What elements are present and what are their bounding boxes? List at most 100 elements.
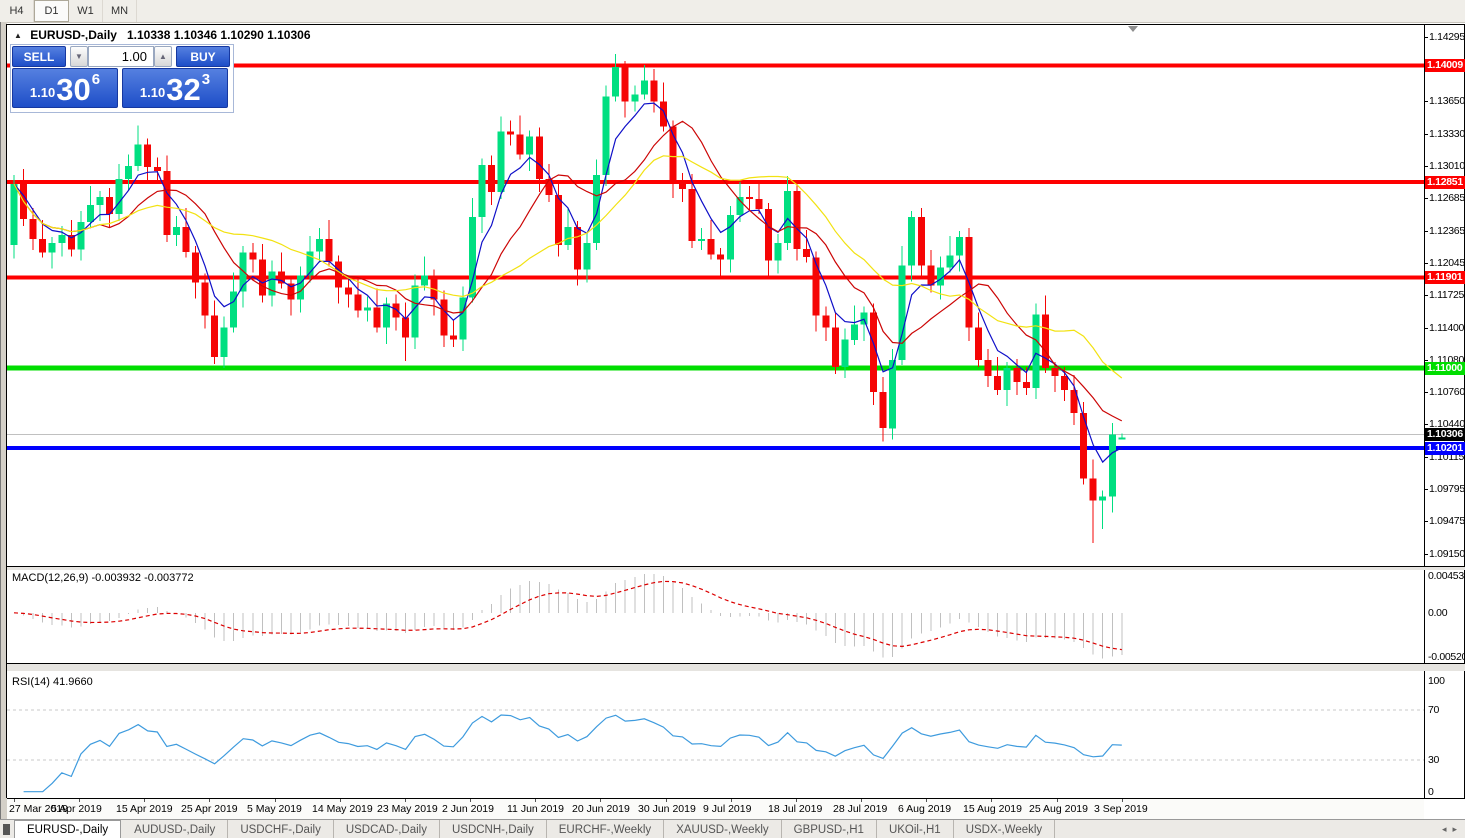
price-chart-plot[interactable]	[7, 25, 1424, 566]
collapse-panel-icon[interactable]: ▲	[14, 31, 22, 40]
price-tick-mark	[1424, 360, 1428, 361]
splitter-main-macd-bar[interactable]	[7, 567, 1465, 570]
tab-scroll-right-icon[interactable]: ▸	[1452, 824, 1457, 834]
date-tick-label: 6 Aug 2019	[898, 803, 952, 815]
ohlc-readout: 1.10338 1.10346 1.10290 1.10306	[126, 28, 311, 42]
current-bid-label: 1.10306	[1425, 428, 1465, 441]
sell-price-prefix: 1.10	[29, 85, 56, 100]
price-tick-mark	[1424, 166, 1428, 167]
price-tick-mark	[1424, 489, 1428, 490]
level-price-label: 1.10201	[1425, 442, 1465, 455]
volume-decrease-button[interactable]: ▼	[70, 46, 88, 67]
price-tick-label: 1.12045	[1429, 257, 1465, 269]
sell-button[interactable]: SELL	[12, 46, 66, 67]
timeframe-button-h4[interactable]: H4	[0, 0, 34, 22]
price-tick-mark	[1424, 101, 1428, 102]
date-tick-mark	[991, 799, 992, 802]
price-tick-mark	[1424, 37, 1428, 38]
level-price-label: 1.11901	[1425, 271, 1465, 284]
rsi-axis-label: 100	[1428, 675, 1445, 687]
sell-price-pipette: 6	[91, 71, 101, 88]
price-tick-label: 1.09150	[1429, 548, 1465, 560]
price-tick-label: 1.10760	[1429, 386, 1465, 398]
sell-price-button[interactable]: 1.10 30 6	[12, 68, 118, 108]
date-axis: 27 Mar 2019 5 Apr 2019 15 Apr 2019 25 Apr 2…	[7, 799, 1424, 819]
tab-scroll-left-icon[interactable]: ◂	[1441, 824, 1447, 834]
date-tick-mark	[209, 799, 210, 802]
chart-shift-marker-icon[interactable]	[1128, 26, 1138, 32]
chart-tab-usdchf[interactable]: USDCHF-,Daily	[228, 820, 334, 838]
date-tick-label: 20 Jun 2019	[572, 803, 630, 815]
level-price-label: 1.11000	[1425, 362, 1465, 375]
price-tick-mark	[1424, 134, 1428, 135]
price-tick-mark	[1424, 263, 1428, 264]
price-tick-mark	[1424, 457, 1428, 458]
date-tick-mark	[666, 799, 667, 802]
chart-tab-gbpusd[interactable]: GBPUSD-,H1	[782, 820, 877, 838]
chart-tab-xauusd[interactable]: XAUUSD-,Weekly	[664, 820, 782, 838]
date-tick-mark	[1122, 799, 1123, 802]
buy-price-pipette: 3	[201, 71, 211, 88]
price-tick-label: 1.13330	[1429, 128, 1465, 140]
chart-tab-eurusd[interactable]: EURUSD-,Daily	[14, 820, 122, 838]
chart-tab-eurchf[interactable]: EURCHF-,Weekly	[547, 820, 665, 838]
date-tick-mark	[470, 799, 471, 802]
volume-input[interactable]: 1.00	[88, 46, 154, 67]
date-tick-label: 15 Aug 2019	[963, 803, 1022, 815]
price-tick-label: 1.14295	[1429, 31, 1465, 43]
price-tick-label: 1.12685	[1429, 192, 1465, 204]
splitter-macd-rsi-bar[interactable]	[7, 664, 1465, 671]
chart-border-bottom	[7, 798, 1465, 799]
price-tick-label: 1.09475	[1429, 515, 1465, 527]
price-tick-label: 1.13010	[1429, 160, 1465, 172]
date-tick-label: 3 Sep 2019	[1094, 803, 1148, 815]
chart-tab-usdx[interactable]: USDX-,Weekly	[954, 820, 1056, 838]
chart-tab-audusd[interactable]: AUDUSD-,Daily	[122, 820, 229, 838]
splitter-main-macd[interactable]	[7, 566, 1465, 567]
macd-axis-max: 0.004536	[1428, 570, 1465, 582]
price-tick-mark	[1424, 554, 1428, 555]
macd-label: MACD(12,26,9) -0.003932 -0.003772	[12, 572, 194, 584]
rsi-panel-plot[interactable]	[7, 672, 1424, 798]
date-tick-mark	[600, 799, 601, 802]
chart-symbol-period: EURUSD-,Daily	[30, 28, 117, 42]
chart-tab-usdcnh[interactable]: USDCNH-,Daily	[440, 820, 547, 838]
chart-tab-usdcad[interactable]: USDCAD-,Daily	[334, 820, 440, 838]
chart-tab-ukoil[interactable]: UKOil-,H1	[877, 820, 954, 838]
timeframe-button-d1[interactable]: D1	[34, 0, 69, 22]
buy-price-big: 32	[166, 72, 201, 107]
buy-button[interactable]: BUY	[176, 46, 230, 67]
date-tick-label: 27 Mar 2019	[9, 803, 68, 815]
date-tick-mark	[405, 799, 406, 802]
date-tick-label: 25 Apr 2019	[181, 803, 238, 815]
price-tick-mark	[1424, 198, 1428, 199]
chart-window-icon	[3, 824, 10, 835]
date-tick-label: 18 Jul 2019	[768, 803, 823, 815]
date-tick-mark	[144, 799, 145, 802]
date-tick-label: 30 Jun 2019	[638, 803, 696, 815]
timeframe-toolbar: H4 D1 W1 MN	[0, 0, 1465, 23]
level-price-label: 1.14009	[1425, 59, 1465, 72]
rsi-axis-label: 0	[1428, 786, 1434, 798]
date-tick-label: 28 Jul 2019	[833, 803, 888, 815]
timeframe-button-w1[interactable]: W1	[69, 0, 103, 22]
one-click-trade-panel: SELL ▼ 1.00 ▲ BUY 1.10 30 6 1.10 32 3	[10, 44, 234, 113]
splitter-macd-rsi[interactable]	[7, 663, 1465, 664]
date-tick-mark	[1057, 799, 1058, 802]
price-tick-mark	[1424, 424, 1428, 425]
level-price-label: 1.12851	[1425, 176, 1465, 189]
date-tick-label: 5 May 2019	[247, 803, 302, 815]
price-tick-label: 1.09795	[1429, 483, 1465, 495]
buy-price-prefix: 1.10	[139, 85, 166, 100]
chart-border-left	[6, 24, 7, 798]
price-tick-mark	[1424, 231, 1428, 232]
window-frame-left	[0, 22, 7, 838]
macd-panel-plot[interactable]	[7, 570, 1424, 662]
timeframe-button-mn[interactable]: MN	[103, 0, 137, 22]
buy-price-button[interactable]: 1.10 32 3	[122, 68, 228, 108]
volume-increase-button[interactable]: ▲	[154, 46, 172, 67]
date-tick-label: 23 May 2019	[377, 803, 438, 815]
rsi-label: RSI(14) 41.9660	[12, 676, 93, 688]
macd-axis-zero: 0.00	[1428, 606, 1448, 619]
